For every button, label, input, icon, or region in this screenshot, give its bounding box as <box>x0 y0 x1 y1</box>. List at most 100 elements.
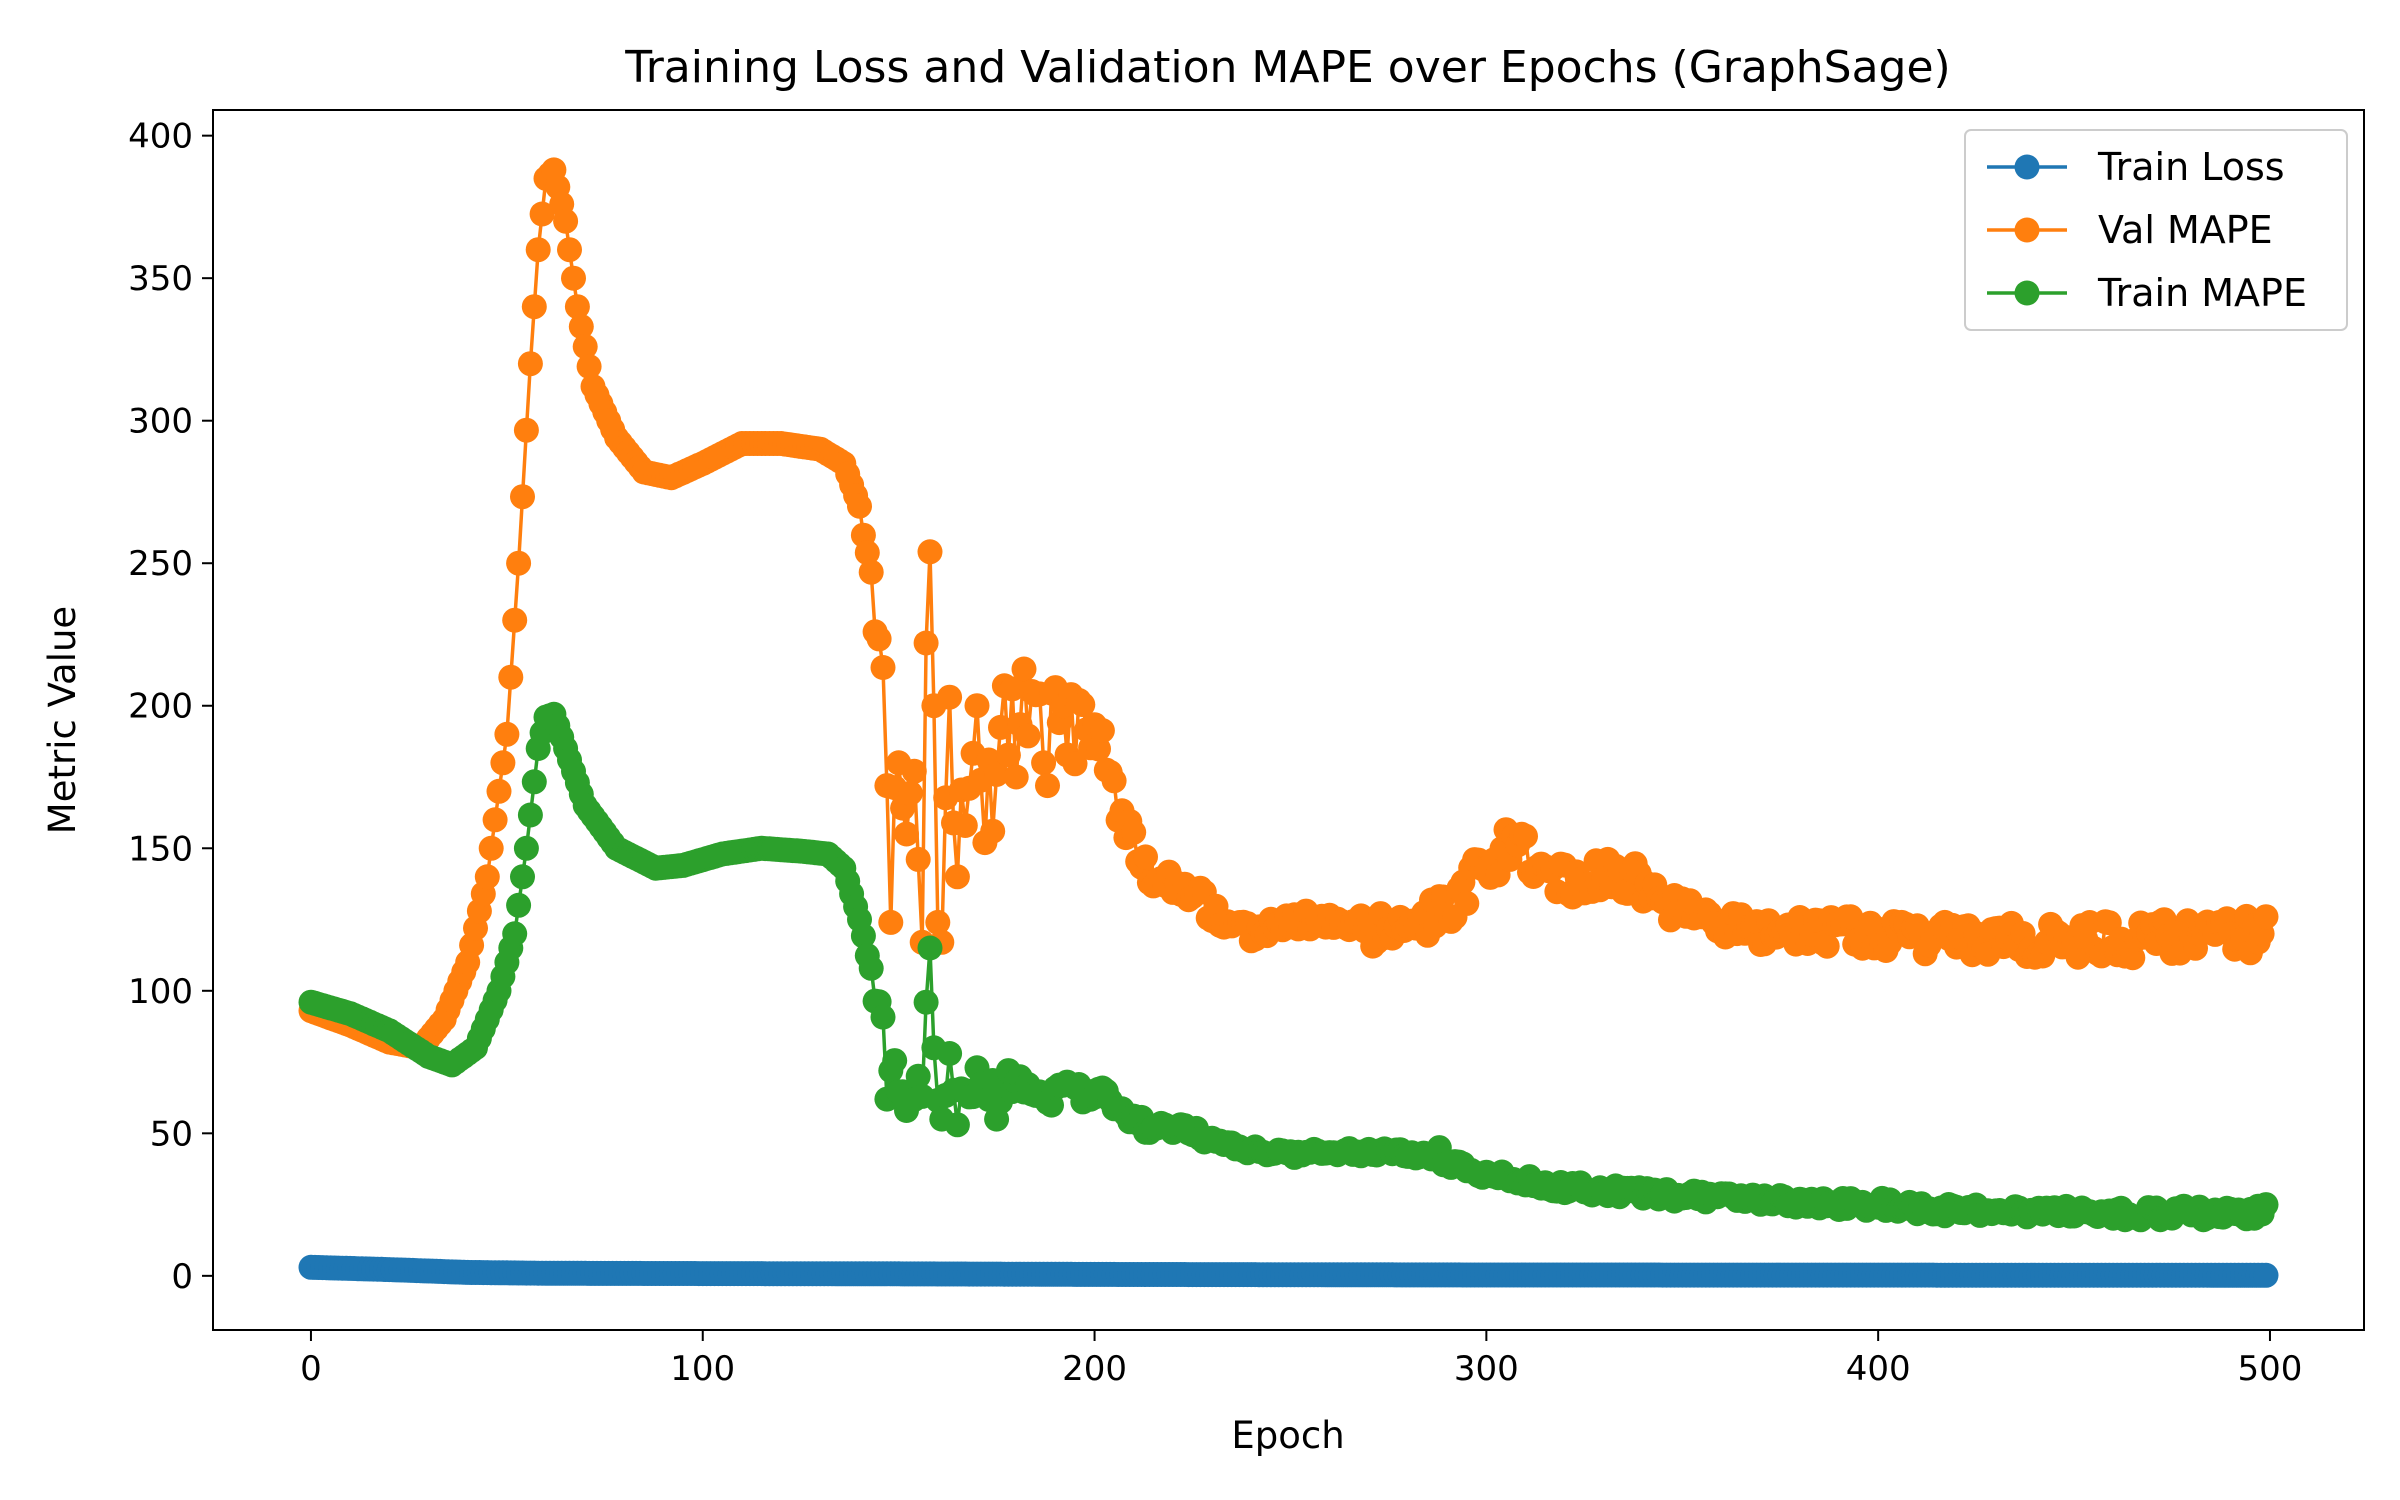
data-point <box>988 714 1013 740</box>
data-point <box>937 1041 963 1066</box>
data-point <box>1062 751 1088 777</box>
y-tick-label: 150 <box>128 829 193 869</box>
data-point <box>870 1004 896 1030</box>
series-layer <box>298 157 2279 1288</box>
data-point <box>498 664 524 690</box>
x-axis-label: Epoch <box>1231 1414 1344 1457</box>
data-point <box>521 294 547 320</box>
data-point <box>1011 656 1037 682</box>
data-point <box>901 758 927 784</box>
data-point <box>2253 904 2279 930</box>
legend: Train Loss Val MAPE Train MAPE <box>1964 129 2348 331</box>
data-point <box>510 864 535 890</box>
data-point <box>1101 768 1127 794</box>
data-point <box>937 684 963 710</box>
data-point <box>502 607 528 633</box>
data-point <box>984 761 1010 787</box>
data-point <box>517 802 543 828</box>
data-point <box>513 835 539 861</box>
data-point <box>870 655 896 680</box>
data-point <box>1133 844 1158 870</box>
plot-area <box>298 157 2279 1288</box>
data-point <box>517 351 543 377</box>
plot-frame <box>212 109 2365 1331</box>
y-tick-label: 0 <box>171 1257 193 1297</box>
data-point <box>561 265 586 291</box>
data-point <box>572 334 598 360</box>
data-point <box>474 864 500 890</box>
data-point <box>2253 1192 2279 1218</box>
y-tick-label: 300 <box>128 402 193 442</box>
data-point <box>847 493 872 519</box>
data-point <box>525 237 551 263</box>
data-point <box>999 676 1025 702</box>
data-point <box>944 864 970 890</box>
data-point <box>1121 819 1147 845</box>
legend-marker <box>2014 154 2040 180</box>
x-axis: 0 100 200 300 400 500 <box>300 1330 2302 1389</box>
legend-box <box>1964 129 2348 331</box>
data-point <box>897 780 923 806</box>
legend-label: Train MAPE <box>2097 271 2307 315</box>
data-point <box>850 923 876 949</box>
data-point <box>866 626 892 652</box>
x-tick-label: 300 <box>1454 1349 1519 1389</box>
data-point <box>502 921 528 947</box>
data-point <box>486 778 512 804</box>
data-point <box>576 354 602 379</box>
y-tick-label: 200 <box>128 687 193 727</box>
data-point <box>564 294 590 320</box>
x-tick-label: 100 <box>670 1349 735 1389</box>
y-tick-label: 100 <box>128 972 193 1012</box>
data-point <box>494 721 520 747</box>
data-point <box>894 821 919 847</box>
data-point <box>882 1048 908 1074</box>
data-point <box>521 769 547 795</box>
legend-label: Val MAPE <box>2098 208 2273 252</box>
data-point <box>1015 723 1041 749</box>
data-point <box>2253 1262 2279 1288</box>
data-point <box>529 201 555 227</box>
y-axis-label: Metric Value <box>41 606 84 834</box>
data-point <box>854 540 880 566</box>
x-tick-label: 400 <box>1846 1349 1911 1389</box>
data-point <box>510 484 535 510</box>
x-tick-label: 0 <box>300 1349 322 1389</box>
data-point <box>1513 823 1538 849</box>
x-tick-label: 200 <box>1062 1349 1127 1389</box>
data-point <box>980 818 1006 844</box>
legend-marker <box>2014 280 2040 306</box>
data-point <box>925 909 951 935</box>
data-point <box>913 630 939 656</box>
y-tick-label: 250 <box>128 544 193 584</box>
y-tick-label: 400 <box>128 117 193 157</box>
series-train-loss <box>298 1254 2279 1288</box>
y-tick-label: 350 <box>128 259 193 299</box>
data-point <box>917 539 943 565</box>
data-point <box>1035 773 1060 799</box>
data-point <box>557 237 582 263</box>
data-point <box>1814 933 1840 959</box>
data-point <box>905 846 931 872</box>
y-tick-label: 50 <box>150 1114 193 1154</box>
data-point <box>858 955 884 981</box>
data-point <box>878 909 904 935</box>
data-point <box>553 208 579 234</box>
data-point <box>964 693 990 719</box>
data-point <box>1454 890 1480 916</box>
data-point <box>913 989 939 1015</box>
data-point <box>1070 692 1096 718</box>
data-point <box>995 742 1021 768</box>
data-point <box>478 835 504 861</box>
chart-title: Training Loss and Validation MAPE over E… <box>624 42 1950 93</box>
legend-label: Train Loss <box>2097 145 2285 189</box>
legend-marker <box>2014 217 2040 243</box>
data-point <box>482 807 508 833</box>
data-point <box>490 750 516 776</box>
series-val-mape <box>298 157 2279 1061</box>
data-point <box>568 314 594 340</box>
x-tick-label: 500 <box>2238 1349 2303 1389</box>
data-point <box>506 892 532 918</box>
data-point <box>944 1112 970 1138</box>
